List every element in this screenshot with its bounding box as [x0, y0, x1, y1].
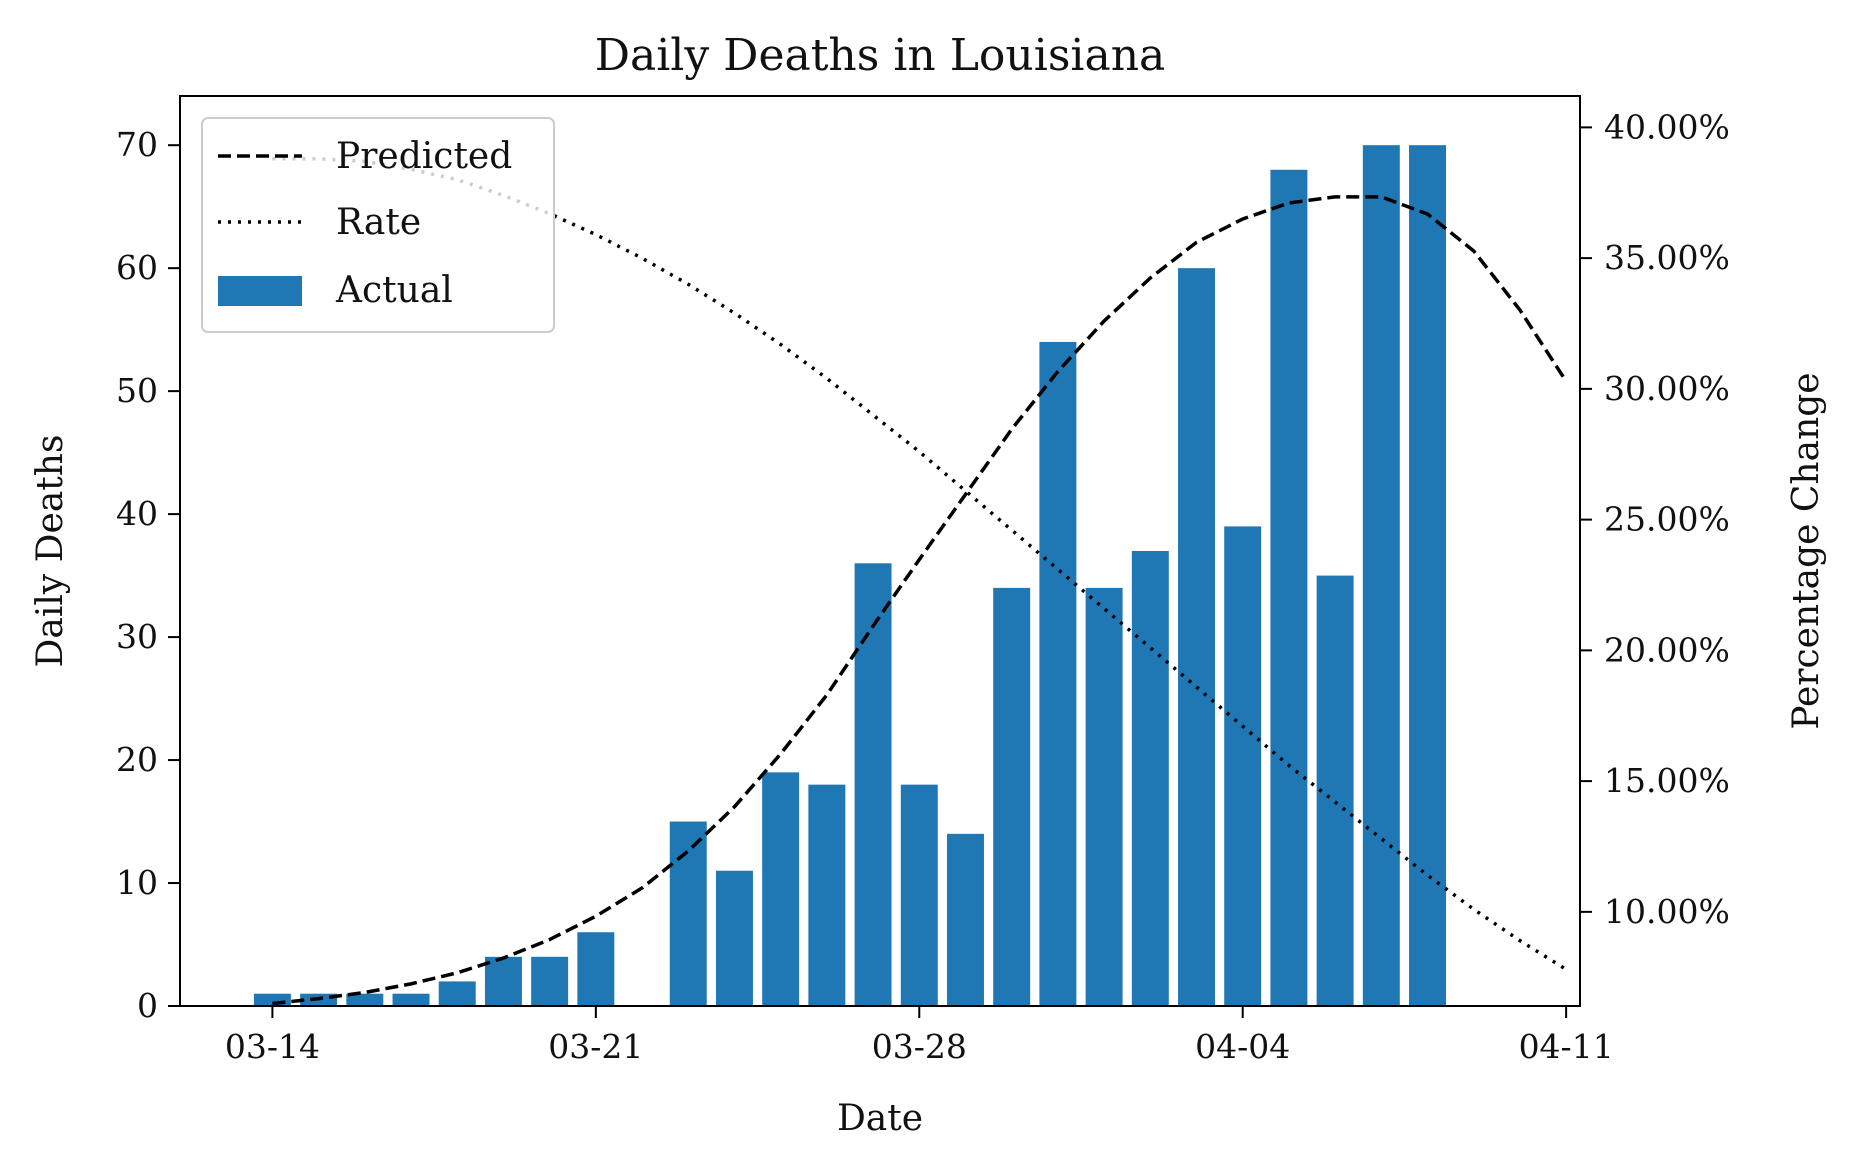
x-tick-label-03-28: 03-28: [872, 1027, 967, 1066]
bar-2020-04-01: [1085, 587, 1123, 1006]
bar-2020-03-24: [715, 870, 753, 1006]
x-tick-label-04-04: 04-04: [1195, 1027, 1290, 1066]
y-tick-label-20: 20: [116, 740, 158, 779]
bar-2020-04-02: [1131, 551, 1169, 1006]
bar-2020-03-25: [762, 772, 800, 1006]
bar-2020-03-21: [577, 932, 615, 1006]
x-axis-label: Date: [837, 1098, 923, 1139]
bar-2020-03-30: [993, 587, 1031, 1006]
y2-tick-label-15: 15.00%: [1604, 761, 1730, 800]
legend-actual-label: Actual: [335, 270, 453, 311]
y2-tick-label-35: 35.00%: [1604, 238, 1730, 277]
y-tick-label-0: 0: [137, 986, 158, 1025]
y2-tick-label-40: 40.00%: [1604, 107, 1730, 146]
bar-2020-04-04: [1224, 526, 1262, 1006]
y-tick-label-50: 50: [116, 371, 158, 410]
bar-2020-03-28: [900, 784, 938, 1006]
bar-2020-04-06: [1316, 575, 1354, 1006]
bar-2020-03-16: [346, 993, 384, 1006]
plot-area-frame: [179, 95, 1581, 1007]
y-tick-label-60: 60: [116, 248, 158, 287]
bar-2020-04-05: [1270, 169, 1308, 1006]
y-tick-label-30: 30: [116, 617, 158, 656]
bar-2020-03-17: [392, 993, 430, 1006]
line-series: [272, 157, 1568, 1006]
y-tick-label-70: 70: [116, 125, 158, 164]
y2-tick-label-10: 10.00%: [1604, 892, 1730, 931]
y-axis-right-label: Percentage Change: [1786, 372, 1827, 729]
legend: Predicted Rate Actual: [201, 117, 555, 333]
bar-2020-03-29: [947, 833, 984, 1006]
bar-2020-03-27: [854, 563, 892, 1006]
bar-2020-03-31: [1039, 341, 1077, 1006]
x-axis-ticks: 03-14 03-21 03-28 04-04 04-11: [225, 1006, 1614, 1066]
chart-title: Daily Deaths in Louisiana: [595, 30, 1166, 81]
legend-predicted-label: Predicted: [336, 136, 512, 177]
bar-2020-04-08: [1409, 145, 1446, 1006]
bar-2020-03-14: [253, 993, 291, 1006]
bar-2020-03-18: [438, 981, 476, 1006]
bar-2020-03-19: [484, 956, 522, 1006]
legend-rate-label: Rate: [336, 202, 421, 243]
y2-tick-label-20: 20.00%: [1604, 630, 1730, 669]
x-tick-label-04-11: 04-11: [1519, 1027, 1614, 1066]
x-tick-label-03-21: 03-21: [548, 1027, 643, 1066]
y-axis-left-label: Daily Deaths: [30, 435, 71, 668]
bar-2020-04-03: [1178, 268, 1215, 1006]
bar-2020-03-20: [531, 956, 569, 1006]
y-tick-label-10: 10: [116, 863, 158, 902]
y2-tick-label-25: 25.00%: [1604, 500, 1730, 539]
actual-bars: [253, 145, 1446, 1006]
bar-2020-04-07: [1362, 145, 1400, 1006]
y-axis-left-ticks: 0 10 20 30 40 50 60 70: [116, 125, 180, 1025]
x-tick-label-03-14: 03-14: [225, 1027, 320, 1066]
y-axis-right-ticks: 10.00% 15.00% 20.00% 25.00% 30.00% 35.00% 40.0…: [1580, 107, 1730, 931]
predicted-line: [272, 195, 1568, 1006]
y2-tick-label-30: 30.00%: [1604, 369, 1730, 408]
y-tick-label-40: 40: [116, 494, 158, 533]
legend-actual-swatch: [218, 276, 302, 306]
bar-2020-03-23: [669, 821, 707, 1006]
bar-2020-03-26: [808, 784, 846, 1006]
